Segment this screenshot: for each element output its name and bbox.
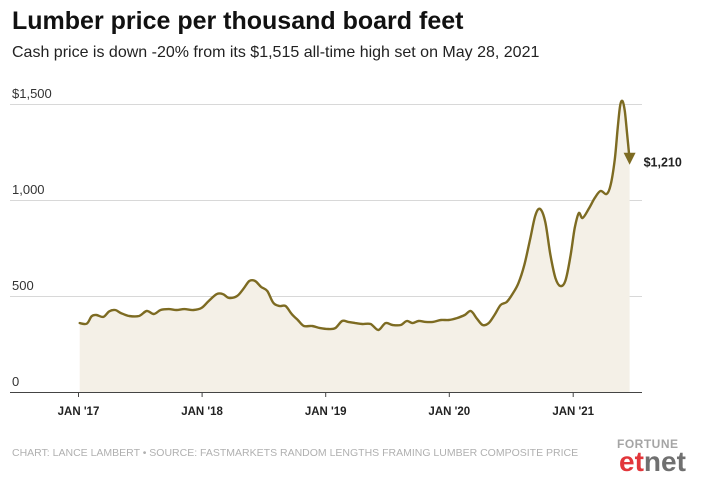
y-tick-label: 500: [12, 278, 34, 293]
area-fill: [79, 100, 630, 393]
x-tick-label: JAN '19: [305, 406, 347, 418]
chart-title: Lumber price per thousand board feet: [12, 7, 464, 35]
source-credit: CHART: LANCE LAMBERT • SOURCE: FASTMARKE…: [12, 447, 579, 459]
etnet-watermark-accent: et: [619, 446, 644, 477]
fortune-logo: FORTUNE: [617, 437, 679, 451]
y-axis-ticks: 0 500 1,000 $1,500: [12, 86, 52, 389]
series-line: [78, 99, 631, 332]
x-tick-label: JAN '20: [428, 406, 470, 418]
end-arrow-marker: [623, 152, 636, 165]
x-tick-label: JAN '18: [181, 406, 223, 418]
y-tick-label: 1,000: [12, 182, 45, 197]
etnet-watermark: etnet: [619, 446, 686, 477]
y-tick-label: $1,500: [12, 86, 52, 101]
chart-subtitle: Cash price is down -20% from its $1,515 …: [12, 44, 540, 61]
end-value-label: $1,210: [644, 156, 682, 170]
x-tick-label: JAN '21: [552, 406, 594, 418]
x-tick-label: JAN '17: [58, 406, 100, 418]
etnet-watermark-rest: net: [643, 446, 686, 477]
x-axis-ticks: JAN '17 JAN '18 JAN '19 JAN '20 JAN '21: [58, 392, 595, 418]
y-tick-label: 0: [12, 374, 19, 389]
